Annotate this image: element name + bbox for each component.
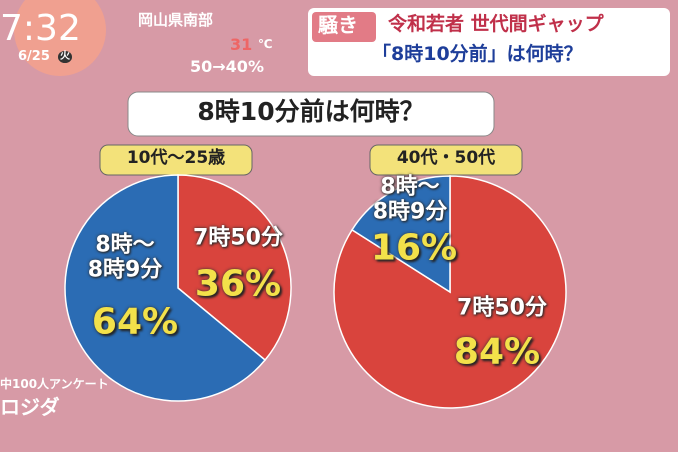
tag: 騒き: [318, 13, 358, 37]
pie-slice: [177, 174, 292, 362]
slice-label: 7時50分: [193, 225, 283, 251]
rain: 50→40%: [190, 57, 264, 76]
footnote: 中100人アンケート: [0, 377, 109, 391]
temp: 31: [230, 35, 253, 54]
temp-unit: ℃: [258, 37, 273, 51]
pie-slice: [64, 174, 267, 402]
pie-slice: [351, 175, 451, 294]
title: 8時10分前は何時？: [197, 97, 425, 126]
clock: 7:32: [0, 8, 81, 49]
chart-subtitle: 40代・50代: [396, 148, 496, 168]
footnote: ロジダ: [0, 395, 60, 419]
headline-box: [308, 8, 670, 76]
chart-subtitle: 10代〜25歳: [126, 148, 226, 168]
value-label: 84%: [453, 331, 541, 373]
date: 6/25: [18, 49, 50, 64]
region: 岡山県南部: [138, 11, 214, 29]
title-box: [127, 91, 495, 137]
clock-bg: [14, 0, 106, 76]
slice-label: 8時〜 8時9分: [87, 232, 163, 283]
headline: 令和若者 世代間ギャップ: [388, 13, 604, 35]
subtitle-box: [369, 144, 523, 176]
slice-label: 7時50分: [457, 295, 547, 321]
slice-label: 8時〜 8時9分: [372, 174, 448, 225]
value-label: 16%: [370, 227, 458, 269]
value-label: 64%: [91, 301, 179, 343]
headline: 「8時10分前」は何時？: [372, 43, 583, 65]
tag-box: [312, 12, 376, 42]
value-label: 36%: [194, 263, 282, 305]
weekday: 火: [58, 51, 72, 63]
